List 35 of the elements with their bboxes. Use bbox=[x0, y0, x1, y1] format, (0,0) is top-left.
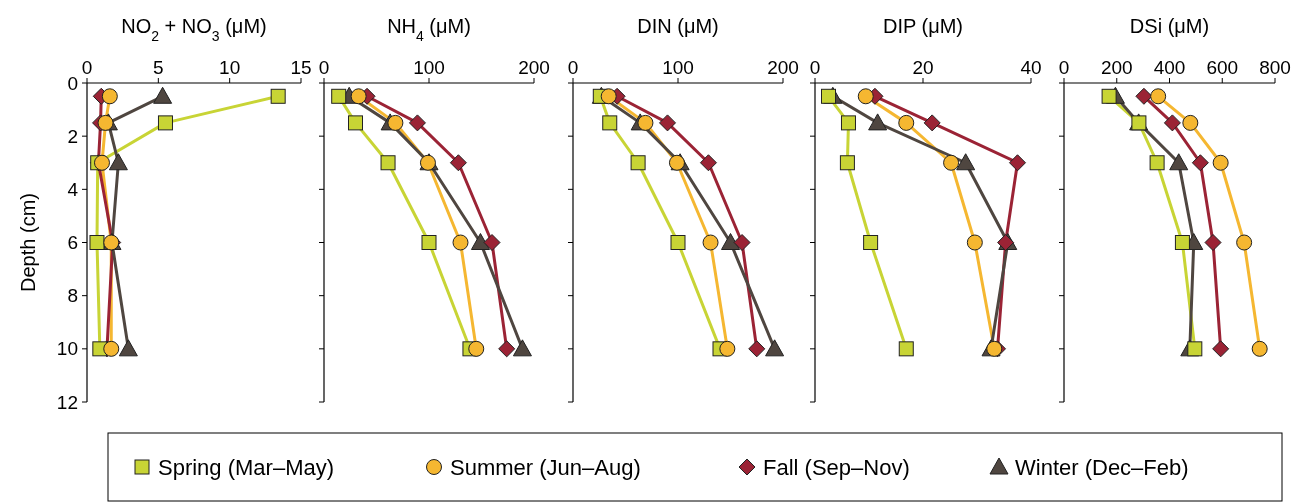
chart-title: DIP (μM) bbox=[882, 15, 964, 37]
x-tick-label: 200 bbox=[518, 57, 550, 78]
x-tick-label: 0 bbox=[1058, 57, 1070, 78]
legend-label: Summer (Jun–Aug) bbox=[450, 454, 641, 480]
x-tick-label: 15 bbox=[290, 57, 312, 78]
x-tick-label: 0 bbox=[809, 57, 821, 78]
chart-title: DSi (μM) bbox=[1129, 15, 1210, 37]
x-tick-label: 40 bbox=[1020, 57, 1042, 78]
chart-title: NH$_{4}$ (μM) bbox=[387, 15, 471, 44]
x-tick-label: 400 bbox=[1153, 57, 1186, 78]
legend-label: Spring (Mar–May) bbox=[158, 454, 335, 480]
y-tick-label: 0 bbox=[67, 72, 78, 94]
x-tick-label: 200 bbox=[767, 57, 799, 78]
x-tick-label: 100 bbox=[413, 57, 445, 78]
y-tick-label: 10 bbox=[56, 338, 78, 360]
x-tick-label: 0 bbox=[567, 57, 579, 78]
x-tick-label: 0 bbox=[318, 57, 330, 78]
x-tick-label: 10 bbox=[219, 57, 241, 78]
legend-label: Winter (Dec–Feb) bbox=[1015, 454, 1189, 480]
y-tick-label: 4 bbox=[67, 178, 79, 200]
y-tick-label: 6 bbox=[67, 232, 78, 254]
x-tick-label: 5 bbox=[153, 57, 164, 78]
chart-title: NO$_{2}$ + NO$_{3}$ (μM) bbox=[121, 15, 267, 44]
x-tick-label: 600 bbox=[1206, 57, 1239, 78]
x-tick-label: 100 bbox=[662, 57, 694, 78]
y-tick-label: 12 bbox=[56, 391, 78, 413]
y-tick-label: 8 bbox=[67, 285, 78, 307]
legend-label: Fall (Sep–Nov) bbox=[763, 454, 910, 480]
x-tick-label: 800 bbox=[1259, 57, 1291, 78]
y-tick-label: 2 bbox=[67, 125, 78, 147]
x-tick-label: 200 bbox=[1100, 57, 1133, 78]
x-tick-label: 20 bbox=[912, 57, 934, 78]
y-axis-title: Depth (cm) bbox=[17, 193, 39, 292]
chart-title: DIN (μM) bbox=[637, 15, 719, 37]
x-tick-label: 0 bbox=[81, 57, 93, 78]
